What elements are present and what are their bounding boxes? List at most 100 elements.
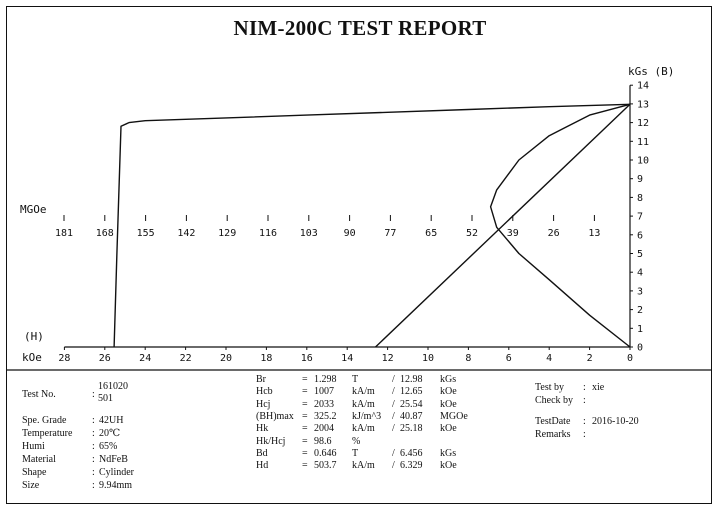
y-tick-label-9: 9 xyxy=(637,174,643,185)
test-no-value-1: 161020 xyxy=(98,381,128,392)
test-by-value: xie xyxy=(592,382,605,393)
param-v1: 0.646 xyxy=(314,447,337,459)
param-u2: kOe xyxy=(440,398,457,410)
y-tick-label-8: 8 xyxy=(637,193,643,204)
param-slash: / xyxy=(392,423,395,435)
y-tick-label-3: 3 xyxy=(637,286,643,297)
x-tick-label-26: 26 xyxy=(99,353,111,364)
energy-tick-label-77: 77 xyxy=(384,228,396,239)
param-u2: kOe xyxy=(440,423,457,435)
test-by-label: Test by xyxy=(535,382,565,393)
energy-tick-label-13: 13 xyxy=(588,228,600,239)
test-date-label: TestDate xyxy=(535,416,571,427)
test-date-value: 2016-10-20 xyxy=(592,416,639,427)
param-v1: 503.7 xyxy=(314,460,337,472)
test-no-row: Test No. xyxy=(22,389,56,401)
energy-tick-label-168: 168 xyxy=(96,228,114,239)
energy-tick-label-52: 52 xyxy=(466,228,478,239)
param-eq: = xyxy=(302,386,308,398)
param-v2: 25.18 xyxy=(400,423,423,435)
param-eq: = xyxy=(302,410,308,422)
x-tick-label-16: 16 xyxy=(301,353,313,364)
report-sheet xyxy=(6,6,712,504)
param-v1: 325.2 xyxy=(314,410,337,422)
x-tick-label-6: 6 xyxy=(506,353,512,364)
y-tick-label-0: 0 xyxy=(637,343,643,354)
x-tick-label-8: 8 xyxy=(465,353,471,364)
load-line xyxy=(375,103,631,348)
param-name: Hcb xyxy=(256,386,273,398)
param-name: Br xyxy=(256,374,266,385)
param-slash: / xyxy=(392,386,395,398)
energy-tick-label-39: 39 xyxy=(507,228,519,239)
x-axis-marker: (H) xyxy=(24,330,44,343)
shape-label: Shape xyxy=(22,467,47,478)
y-axis-label: kGs (B) xyxy=(628,65,674,78)
param-eq: = xyxy=(302,460,308,472)
material-sep: : xyxy=(92,454,95,465)
report-title: NIM-200C TEST REPORT xyxy=(233,16,487,40)
y-tick-label-6: 6 xyxy=(637,230,643,241)
x-tick-label-12: 12 xyxy=(382,353,394,364)
energy-tick-label-116: 116 xyxy=(259,228,277,239)
shape-value: Cylinder xyxy=(99,467,134,478)
size-sep: : xyxy=(92,480,95,491)
y-tick-label-5: 5 xyxy=(637,249,643,260)
param-v1: 98.6 xyxy=(314,435,332,447)
temperature-value: 20℃ xyxy=(99,428,121,439)
test-no-value-2: 501 xyxy=(98,393,113,404)
y-tick-label-1: 1 xyxy=(637,324,643,335)
param-name: Hk/Hcj xyxy=(256,435,286,447)
param-u1: T xyxy=(352,447,359,459)
test-no-sep: : xyxy=(92,389,95,400)
param-u2: kGs xyxy=(440,374,457,385)
humi-value: 65% xyxy=(99,441,118,452)
param-eq: = xyxy=(302,374,308,385)
y-tick-label-14: 14 xyxy=(637,81,649,92)
x-tick-label-0: 0 xyxy=(627,353,633,364)
x-axis-label: kOe xyxy=(22,351,42,364)
param-eq: = xyxy=(302,398,308,410)
param-eq: = xyxy=(302,435,308,447)
x-tick-label-2: 2 xyxy=(587,353,593,364)
check-by-label: Check by xyxy=(535,395,574,406)
param-u2: kGs xyxy=(440,447,457,459)
param-u1: kA/m xyxy=(352,398,375,410)
energy-tick-label-90: 90 xyxy=(344,228,356,239)
param-slash: / xyxy=(392,374,395,385)
param-u1: kA/m xyxy=(352,423,375,435)
param-u1: % xyxy=(352,435,361,447)
param-eq: = xyxy=(302,423,308,435)
param-v1: 1007 xyxy=(314,386,334,398)
param-v2: 6.456 xyxy=(400,447,423,459)
test-no-label: Test No. xyxy=(22,389,56,400)
grade-sep: : xyxy=(92,415,95,426)
x-tick-label-4: 4 xyxy=(546,353,552,364)
x-tick-label-18: 18 xyxy=(260,353,272,364)
energy-tick-label-155: 155 xyxy=(137,228,155,239)
energy-tick-label-103: 103 xyxy=(300,228,318,239)
size-label: Size xyxy=(22,480,40,491)
intrinsic-demag-curve xyxy=(113,103,631,348)
temperature-label: Temperature xyxy=(22,428,73,439)
y-tick-label-11: 11 xyxy=(637,137,649,148)
x-tick-label-28: 28 xyxy=(58,353,70,364)
x-tick-label-22: 22 xyxy=(180,353,192,364)
param-u2: MGOe xyxy=(440,410,468,422)
param-eq: = xyxy=(302,447,308,459)
temperature-sep: : xyxy=(92,428,95,439)
test-by-sep: : xyxy=(583,382,586,393)
param-u2: kOe xyxy=(440,460,457,472)
energy-tick-label-129: 129 xyxy=(218,228,236,239)
param-slash: / xyxy=(392,410,395,422)
param-v2: 6.329 xyxy=(400,460,423,472)
humi-label: Humi xyxy=(22,441,45,452)
param-u1: T xyxy=(352,374,359,385)
remarks-label: Remarks xyxy=(535,429,571,440)
param-slash: / xyxy=(392,447,395,459)
param-u1: kA/m xyxy=(352,386,375,398)
remarks-sep: : xyxy=(583,429,586,440)
param-name: Bd xyxy=(256,447,268,459)
